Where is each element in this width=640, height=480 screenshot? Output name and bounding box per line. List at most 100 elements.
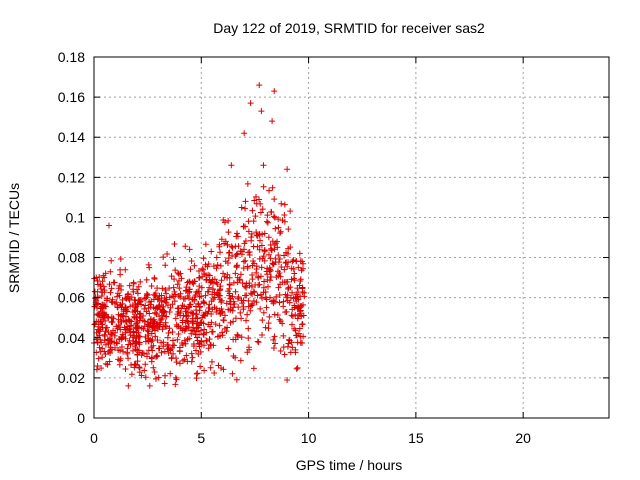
data-point bbox=[262, 294, 269, 301]
data-point bbox=[262, 289, 269, 296]
data-point bbox=[101, 302, 108, 309]
data-point bbox=[262, 324, 269, 331]
data-point bbox=[132, 304, 139, 311]
data-point bbox=[211, 304, 218, 311]
data-point bbox=[238, 204, 245, 211]
data-point bbox=[184, 336, 191, 343]
data-point bbox=[297, 276, 304, 283]
data-point bbox=[160, 309, 167, 316]
data-point bbox=[157, 316, 164, 323]
data-point bbox=[240, 223, 247, 230]
data-point bbox=[247, 307, 254, 314]
data-point bbox=[99, 278, 106, 285]
data-point bbox=[218, 297, 225, 304]
data-point bbox=[250, 365, 257, 372]
data-point bbox=[105, 314, 112, 321]
data-point bbox=[127, 341, 134, 348]
data-point bbox=[173, 359, 180, 366]
data-point bbox=[269, 238, 276, 245]
data-point bbox=[186, 246, 193, 253]
data-point bbox=[116, 324, 123, 331]
chart-title: Day 122 of 2019, SRMTID for receiver sas… bbox=[213, 20, 485, 36]
data-point bbox=[289, 289, 296, 296]
data-point bbox=[171, 288, 178, 295]
data-point bbox=[245, 228, 252, 235]
data-point bbox=[243, 317, 250, 324]
data-point bbox=[151, 274, 158, 281]
data-point bbox=[245, 218, 252, 225]
data-point bbox=[216, 241, 223, 248]
data-point bbox=[175, 270, 182, 277]
data-point bbox=[274, 268, 281, 275]
data-point bbox=[175, 331, 182, 338]
data-point bbox=[98, 305, 105, 312]
data-point bbox=[232, 315, 239, 322]
data-point bbox=[258, 242, 265, 249]
data-point bbox=[272, 255, 279, 262]
data-point bbox=[170, 256, 177, 263]
data-point bbox=[111, 332, 118, 339]
data-point bbox=[256, 281, 263, 288]
data-point bbox=[153, 304, 160, 311]
data-point bbox=[273, 293, 280, 300]
data-point bbox=[268, 247, 275, 254]
data-point bbox=[288, 339, 295, 346]
data-point bbox=[134, 358, 141, 365]
data-point bbox=[108, 330, 115, 337]
data-point bbox=[265, 251, 272, 258]
data-point bbox=[219, 332, 226, 339]
data-point bbox=[117, 318, 124, 325]
data-point bbox=[281, 266, 288, 273]
data-point bbox=[256, 82, 263, 89]
data-point bbox=[103, 295, 110, 302]
data-point bbox=[261, 278, 268, 285]
data-point bbox=[235, 243, 242, 250]
data-point bbox=[122, 266, 129, 273]
data-point bbox=[297, 339, 304, 346]
data-point bbox=[194, 337, 201, 344]
data-point bbox=[145, 328, 152, 335]
data-point bbox=[213, 254, 220, 261]
data-point bbox=[292, 327, 299, 334]
data-point bbox=[278, 200, 285, 207]
data-point bbox=[159, 326, 166, 333]
data-point bbox=[98, 293, 105, 300]
data-point bbox=[279, 217, 286, 224]
data-point bbox=[220, 270, 227, 277]
data-point bbox=[177, 312, 184, 319]
data-point bbox=[250, 218, 257, 225]
data-point bbox=[214, 290, 221, 297]
data-point bbox=[226, 249, 233, 256]
data-point bbox=[187, 266, 194, 273]
data-point bbox=[98, 365, 105, 372]
data-point bbox=[205, 345, 212, 352]
data-point bbox=[200, 255, 207, 262]
data-point bbox=[234, 295, 241, 302]
y-tick-label: 0.08 bbox=[58, 250, 85, 266]
data-point bbox=[119, 296, 126, 303]
data-point bbox=[249, 207, 256, 214]
data-point bbox=[284, 263, 291, 270]
data-point bbox=[229, 252, 236, 259]
x-axis-title: GPS time / hours bbox=[296, 457, 403, 473]
data-point bbox=[132, 343, 139, 350]
data-point bbox=[275, 284, 282, 291]
data-point bbox=[257, 209, 264, 216]
data-point bbox=[264, 271, 271, 278]
data-point bbox=[215, 333, 222, 340]
data-point bbox=[285, 245, 292, 252]
data-point bbox=[230, 279, 237, 286]
data-point bbox=[220, 317, 227, 324]
data-point bbox=[249, 300, 256, 307]
data-point bbox=[299, 285, 306, 292]
data-point bbox=[267, 255, 274, 262]
data-point bbox=[297, 258, 304, 265]
data-point bbox=[161, 380, 168, 387]
data-point bbox=[175, 271, 182, 278]
data-point bbox=[136, 369, 143, 376]
data-point bbox=[296, 325, 303, 332]
data-point bbox=[260, 183, 267, 190]
data-point bbox=[234, 250, 241, 257]
data-point bbox=[107, 347, 114, 354]
data-point bbox=[200, 299, 207, 306]
